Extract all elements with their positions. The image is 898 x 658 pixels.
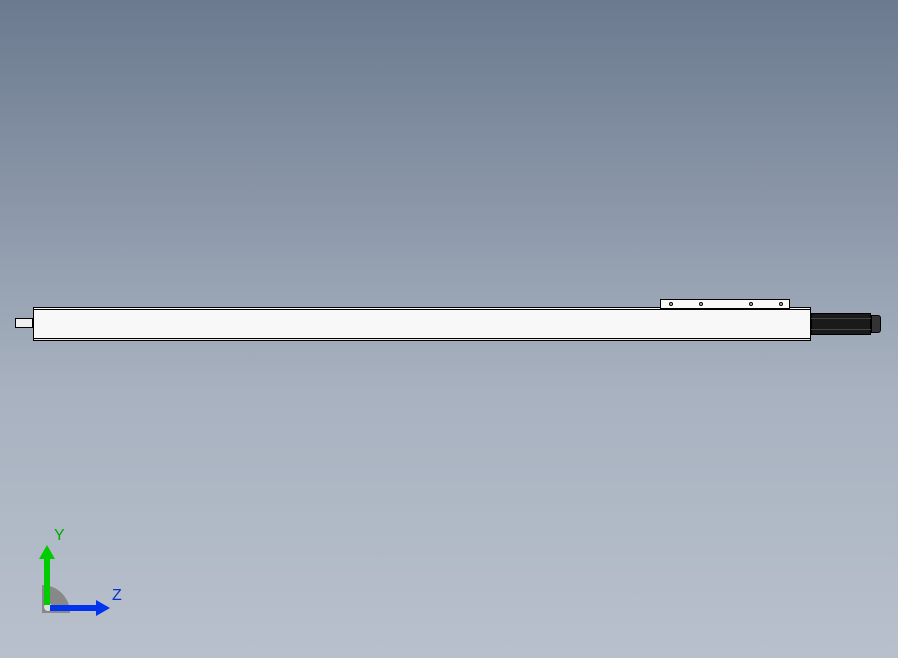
motor-detail-line [811, 318, 871, 319]
carriage-mounting-plate [660, 299, 790, 309]
mounting-hole [699, 302, 703, 306]
linear-rail-body [33, 309, 811, 339]
mounting-hole [669, 302, 673, 306]
motor-housing [811, 313, 871, 335]
y-axis-label: Y [54, 527, 65, 545]
y-axis-arrowhead [39, 545, 55, 559]
coordinate-axis-triad[interactable]: Y Z [42, 523, 132, 613]
z-axis-label: Z [112, 587, 122, 605]
z-axis-arrowhead [96, 600, 110, 616]
model-assembly[interactable] [15, 303, 883, 343]
left-end-cap [15, 318, 33, 328]
motor-detail-line [811, 329, 871, 330]
mounting-hole [749, 302, 753, 306]
rail-bottom-chamfer [33, 339, 811, 341]
motor-end-cap [871, 315, 881, 333]
z-axis-arrow [50, 605, 98, 611]
mounting-hole [779, 302, 783, 306]
cad-viewport[interactable]: Y Z [0, 0, 898, 658]
y-axis-arrow [44, 557, 50, 605]
